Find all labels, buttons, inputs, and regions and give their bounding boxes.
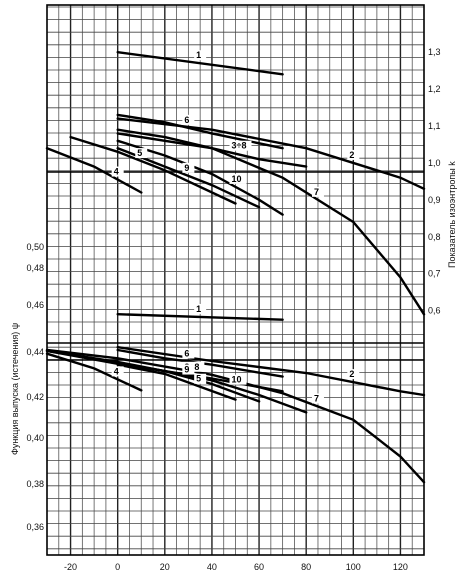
psi-curve-label: 10 — [232, 375, 242, 385]
k-curve-label: 10 — [232, 174, 242, 184]
k-curve-5 — [116, 132, 426, 316]
y-right-tick-label: 1,2 — [428, 84, 441, 94]
psi-curve-label: 1 — [196, 304, 201, 314]
psi-curve-label: 6 — [184, 348, 189, 358]
k-label-bg — [182, 162, 195, 173]
y-right-tick-label: 0,9 — [428, 195, 441, 205]
k-curve-8 — [69, 135, 237, 205]
psi-label-bg — [182, 348, 195, 359]
x-tick-label: 0 — [115, 562, 120, 571]
k-curve-label: 2 — [349, 150, 354, 160]
k-label-bg — [182, 114, 195, 125]
x-tick-label: 40 — [207, 562, 217, 571]
y-right-tick-label: 1,1 — [428, 121, 441, 131]
k-label-bg — [135, 148, 148, 159]
chart-axes: -20 0 20 40 60 80 100 120 0,50 0,48 0,46 0,44 0,42 0,… — [26, 4, 441, 571]
y-left-tick-label: 0,46 — [26, 300, 44, 310]
k-curve-label: 7 — [314, 187, 319, 197]
x-tick-label: 100 — [346, 562, 361, 571]
psi-label-bg — [194, 373, 207, 384]
y-right-tick-label: 1,3 — [428, 47, 441, 57]
psi-curve-label: 7 — [314, 393, 319, 403]
psi-curve-5 — [45, 348, 426, 484]
psi-label-bg — [311, 393, 324, 404]
y-left-label: Функция выпуска (истечения) ψ — [10, 323, 20, 455]
k-curve-1 — [116, 51, 284, 76]
k-curve-label: 9 — [184, 163, 189, 173]
y-left-tick-label: 0,42 — [26, 392, 44, 402]
psi-label-bg — [182, 364, 195, 375]
y-left-tick-label: 0,36 — [26, 522, 44, 532]
k-curve-label: 5 — [137, 148, 142, 158]
k-curve-label: 4 — [114, 167, 119, 177]
y-left-tick-label: 0,50 — [26, 242, 44, 252]
k-label-bg — [111, 166, 124, 177]
y-right-tick-label: 1,0 — [428, 158, 441, 168]
k-label-bg — [194, 50, 207, 61]
chart-grid — [46, 5, 425, 555]
psi-curve-6 — [45, 349, 308, 414]
y-left-tick-label: 0,38 — [26, 479, 44, 489]
k-label-bg — [311, 186, 324, 197]
k-curve-label: 3÷8 — [232, 141, 247, 151]
y-left-tick-label: 0,44 — [26, 347, 44, 357]
k-curve-6 — [116, 139, 284, 216]
psi-curve-2 — [116, 346, 426, 397]
psi-label-bg — [229, 374, 247, 385]
psi-label-bg — [111, 366, 124, 377]
psi-curve-1 — [116, 313, 284, 321]
x-tick-label: 20 — [160, 562, 170, 571]
x-tick-label: -20 — [64, 562, 77, 571]
k-label-bg — [229, 140, 252, 151]
chart-curves — [45, 51, 426, 484]
x-tick-label: 60 — [254, 562, 264, 571]
psi-curve-9 — [45, 352, 143, 392]
psi-curve-7 — [116, 361, 261, 403]
psi-curve-label: 4 — [114, 366, 119, 376]
psi-curve-label: 9 — [184, 365, 189, 375]
psi-label-bg — [194, 303, 207, 314]
psi-curve-label: 2 — [349, 369, 354, 379]
y-right-tick-label: 0,8 — [428, 232, 441, 242]
y-left-tick-label: 0,40 — [26, 433, 44, 443]
psi-curve-3 — [116, 348, 284, 378]
y-right-tick-label: 0,7 — [428, 269, 441, 279]
k-label-bg — [347, 149, 360, 160]
k-curve-label: 1 — [196, 50, 201, 60]
plot-frame — [46, 4, 425, 556]
psi-label-bg — [347, 369, 360, 380]
psi-curve-label: 5 — [196, 374, 201, 384]
y-right-label: Показатель изоэнтропы k — [447, 161, 457, 268]
y-left-tick-label: 0,48 — [26, 263, 44, 273]
psi-curve-8 — [116, 363, 237, 401]
k-curve-9 — [45, 147, 143, 194]
k-curve-label: 6 — [184, 115, 189, 125]
k-label-bg — [229, 173, 247, 184]
y-right-tick-label: 0,6 — [428, 306, 441, 316]
x-tick-label: 80 — [301, 562, 311, 571]
x-tick-label: 120 — [393, 562, 408, 571]
